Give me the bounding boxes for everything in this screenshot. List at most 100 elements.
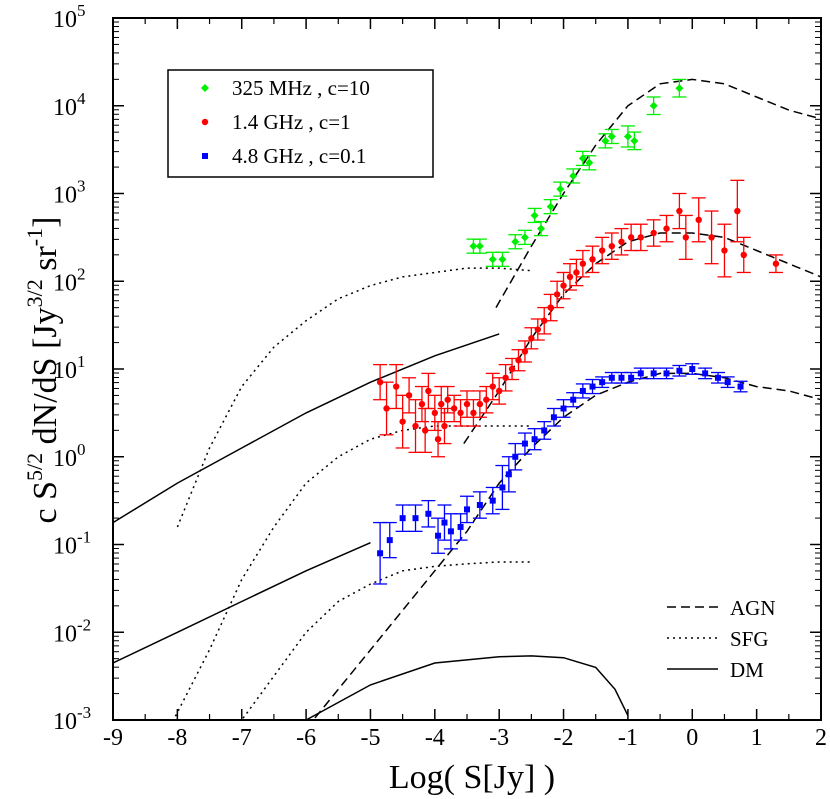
y-tick-base: 10: [53, 709, 77, 735]
point-marker: [444, 396, 451, 403]
point-marker: [512, 453, 519, 460]
data-point: [627, 131, 642, 151]
legend-label-1p4ghz: 1.4 GHz , c=1: [232, 110, 351, 134]
data-point: [395, 394, 410, 449]
curve-solid-7: [113, 542, 371, 664]
data-point: [550, 280, 565, 309]
point-marker: [650, 229, 657, 237]
data-point: [711, 371, 726, 384]
data-point: [733, 380, 748, 393]
y-tick-base: 10: [53, 358, 77, 384]
data-point: [453, 513, 468, 541]
point-marker: [579, 260, 587, 267]
data-point: [672, 364, 687, 377]
point-marker: [675, 84, 684, 93]
data-point: [508, 234, 523, 250]
data-point: [537, 420, 552, 440]
point-marker: [441, 422, 448, 430]
data-point: [620, 125, 635, 148]
data-point: [485, 251, 500, 267]
point-marker: [530, 211, 539, 220]
point-marker: [412, 515, 419, 522]
axes: -9 -8 -7 -6 -5 -4 -3 -2 -1 0 1 210-310-210-11001011…: [53, 1, 827, 751]
point-marker: [425, 387, 432, 395]
point-marker: [689, 366, 696, 372]
y-tick-exponent: -1: [77, 528, 91, 547]
point-marker: [560, 282, 567, 289]
point-marker: [663, 370, 670, 377]
point-marker: [488, 255, 497, 264]
data-point: [546, 407, 561, 427]
legend-marker: [201, 118, 209, 126]
data-point: [556, 271, 571, 300]
y-tick-exponent: 5: [77, 1, 86, 20]
point-marker: [715, 374, 722, 381]
point-marker: [499, 484, 506, 491]
legend-label-4p8ghz: 4.8 GHz , c=0.1: [232, 144, 366, 168]
x-tick-label: -1: [618, 725, 638, 751]
point-marker: [399, 515, 406, 522]
point-marker: [708, 234, 715, 241]
point-marker: [721, 247, 728, 254]
point-marker: [457, 409, 464, 417]
data-point: [373, 521, 388, 585]
point-marker: [556, 185, 565, 194]
point-marker: [630, 136, 639, 145]
point-marker: [434, 436, 442, 443]
series-1: [373, 179, 783, 458]
line-legend: AGN SFG DM: [667, 596, 776, 682]
point-marker: [570, 396, 577, 403]
data-point: [646, 96, 661, 116]
y-tick-label: 103: [53, 177, 86, 209]
data-point: [736, 236, 751, 274]
data-point: [472, 238, 487, 254]
data-point: [517, 432, 532, 455]
data-point: [595, 376, 610, 389]
point-marker: [608, 242, 616, 250]
y-title-part-sr: sr: [27, 246, 64, 280]
y-tick-base: 10: [53, 183, 77, 209]
x-tick-label: -7: [232, 725, 252, 751]
series-legend: 325 MHz , c=10 1.4 GHz , c=1 4.8 GHz , c…: [167, 69, 434, 178]
x-tick-label: -4: [425, 725, 445, 751]
point-marker: [476, 502, 483, 509]
data-point: [717, 223, 732, 278]
x-tick-label: 1: [751, 725, 763, 751]
data-point: [495, 251, 510, 267]
y-tick-base: 10: [53, 621, 77, 647]
y-tick-label: 10-3: [53, 703, 91, 735]
point-marker: [637, 370, 644, 377]
point-marker: [553, 291, 561, 298]
data-point: [443, 513, 458, 550]
point-marker: [412, 422, 419, 430]
legend-marker: [202, 153, 208, 159]
data-point: [498, 363, 513, 392]
data-point: [440, 385, 455, 414]
data-point: [633, 367, 648, 380]
y-tick-exponent: 2: [77, 264, 86, 283]
point-marker: [695, 216, 702, 224]
point-marker: [649, 101, 658, 110]
point-marker: [520, 233, 529, 242]
point-marker: [546, 202, 555, 211]
point-marker: [579, 387, 586, 394]
x-tick-label: -3: [489, 725, 509, 751]
plot-content: [113, 78, 821, 720]
point-marker: [560, 405, 567, 412]
legend-label-325mhz: 325 MHz , c=10: [232, 76, 370, 100]
point-marker: [537, 224, 546, 233]
point-marker: [702, 370, 709, 377]
data-point: [421, 372, 436, 410]
point-marker: [447, 528, 454, 535]
data-point: [527, 207, 542, 224]
point-marker: [489, 497, 496, 504]
x-tick-label: -8: [167, 725, 187, 751]
y-tick-exponent: -2: [77, 615, 91, 634]
point-marker: [399, 418, 406, 425]
point-marker: [393, 383, 400, 390]
point-marker: [573, 269, 580, 276]
point-marker: [435, 532, 442, 539]
point-marker: [682, 234, 690, 241]
data-point: [421, 499, 436, 528]
